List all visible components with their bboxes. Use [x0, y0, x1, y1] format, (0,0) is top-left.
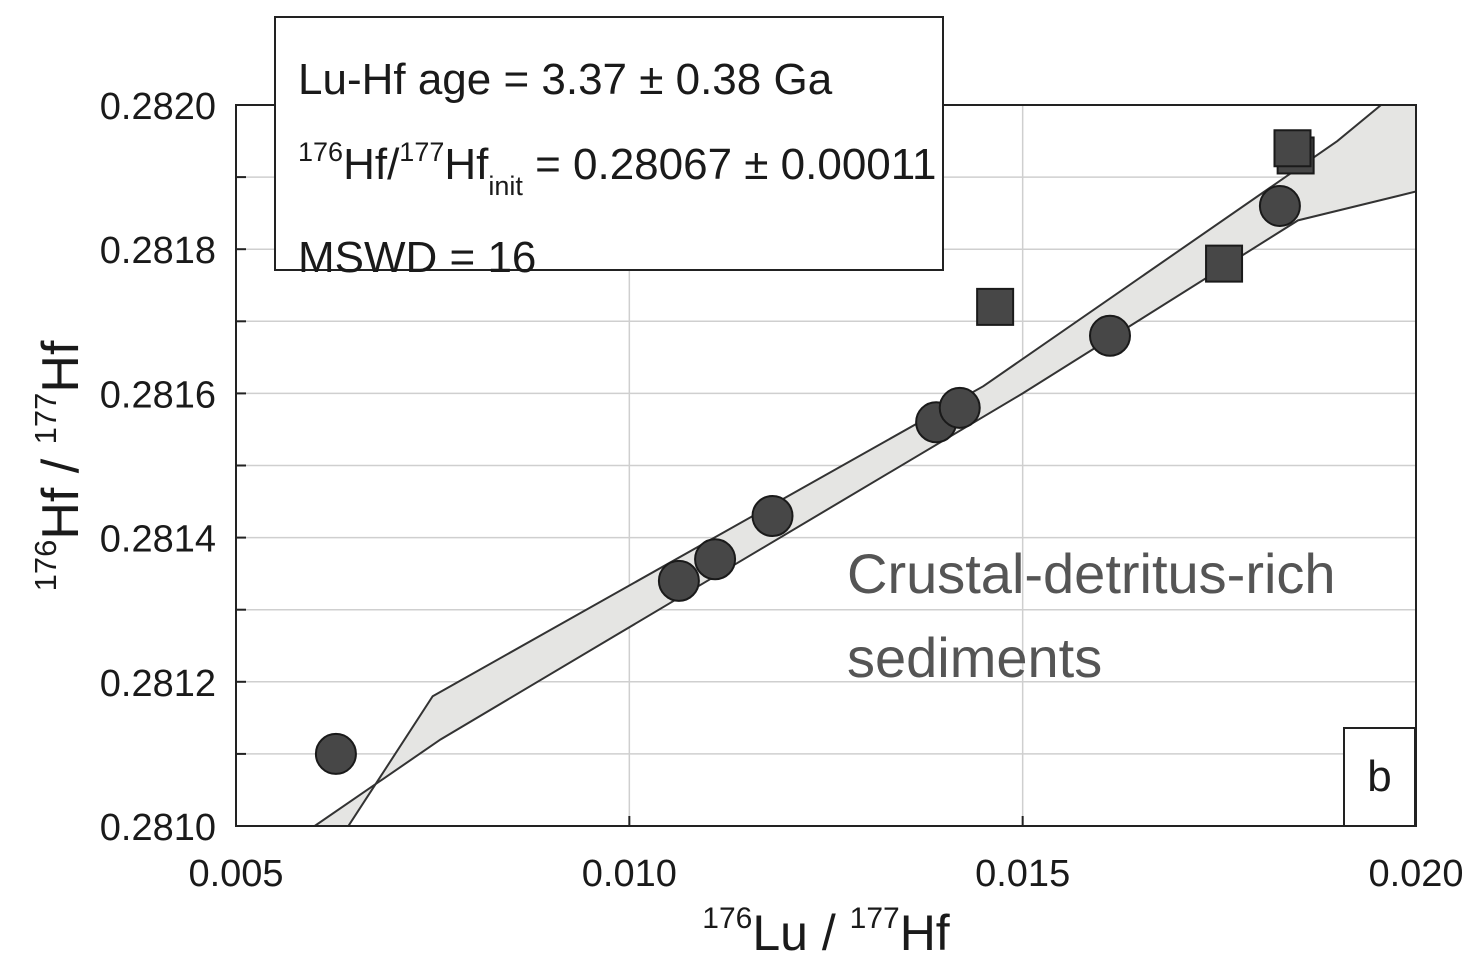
- envelope-lower-line: [314, 190, 1416, 826]
- data-point-circle: [938, 386, 981, 429]
- age-line: Lu-Hf age = 3.37 ± 0.38 Ga: [298, 55, 833, 104]
- data-point-circle: [751, 494, 794, 537]
- x-tick-label: 0.020: [1368, 853, 1463, 895]
- mswd-line: MSWD = 16: [298, 233, 537, 282]
- annotation-line-1: Crustal-detritus-rich: [847, 542, 1336, 605]
- data-point-circle: [1258, 184, 1301, 227]
- x-tick-label: 0.010: [582, 853, 677, 895]
- data-markers: [314, 129, 1315, 775]
- data-point-circle: [657, 559, 700, 602]
- y-tick-label: 0.2820: [100, 86, 216, 128]
- error-envelope: [236, 105, 1416, 826]
- y-tick-label: 0.2810: [100, 807, 216, 849]
- axis-ticks: 0.005 0.010 0.015 0.020 0.2810 0.2812 0.2814 0.…: [100, 86, 1464, 895]
- data-point-square: [976, 287, 1015, 326]
- panel-label: b: [1343, 727, 1416, 827]
- data-point-square: [1273, 129, 1312, 168]
- y-axis-title: 176Hf / 177Hf: [28, 340, 90, 591]
- y-tick-label: 0.2818: [100, 230, 216, 272]
- y-tick-label: 0.2812: [100, 663, 216, 705]
- y-tick-label: 0.2814: [100, 519, 216, 561]
- initial-ratio-line: 176Hf/177Hfinit = 0.28067 ± 0.00011: [298, 137, 937, 201]
- data-point-square: [1205, 244, 1244, 283]
- x-axis-title: 176Lu / 177Hf: [702, 902, 950, 955]
- data-point-circle: [314, 732, 357, 775]
- isochron-stats-box: Lu-Hf age = 3.37 ± 0.38 Ga 176Hf/177Hfin…: [274, 16, 944, 282]
- annotation-line-2: sediments: [847, 626, 1102, 689]
- data-point-circle: [694, 538, 737, 581]
- y-tick-label: 0.2816: [100, 374, 216, 416]
- envelope-upper-line: [347, 105, 1383, 826]
- x-tick-label: 0.015: [975, 853, 1070, 895]
- x-tick-label: 0.005: [188, 853, 283, 895]
- data-point-circle: [1088, 314, 1131, 357]
